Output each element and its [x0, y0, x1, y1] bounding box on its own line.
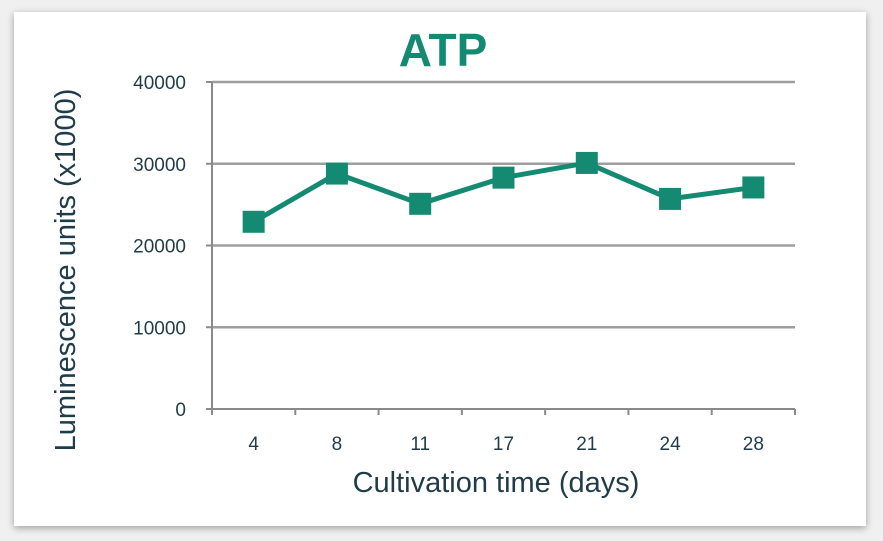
- data-point-marker: [575, 151, 598, 174]
- y-axis-ticks: 0 10000 20000 30000 40000: [133, 73, 212, 421]
- y-tick-label: 0: [175, 400, 186, 421]
- x-tick-label: 24: [660, 434, 682, 455]
- data-point-marker: [242, 210, 265, 233]
- y-tick-label: 40000: [133, 73, 186, 94]
- data-points: [242, 151, 765, 233]
- x-tick-label: 4: [248, 434, 259, 455]
- chart-title: ATP: [399, 24, 488, 76]
- y-axis-label: Luminescence units (x1000): [50, 89, 82, 452]
- x-axis-ticks: 4 8 11 17 21 24 28: [211, 409, 796, 455]
- x-tick-label: 8: [332, 434, 343, 455]
- x-tick-label: 17: [493, 434, 514, 455]
- y-tick-label: 10000: [133, 318, 186, 339]
- x-tick-label: 21: [576, 434, 597, 455]
- data-point-marker: [659, 187, 682, 210]
- gridlines: [212, 80, 795, 329]
- y-tick-label: 20000: [133, 237, 186, 258]
- y-tick-label: 30000: [133, 155, 186, 176]
- figure-card: [14, 12, 866, 526]
- data-point-marker: [325, 162, 348, 185]
- x-tick-label: 28: [743, 434, 764, 455]
- x-axis-label: Cultivation time (days): [353, 467, 640, 499]
- x-tick-label: 11: [410, 434, 430, 455]
- data-point-marker: [409, 192, 432, 215]
- data-point-marker: [492, 166, 515, 189]
- data-point-marker: [742, 176, 765, 199]
